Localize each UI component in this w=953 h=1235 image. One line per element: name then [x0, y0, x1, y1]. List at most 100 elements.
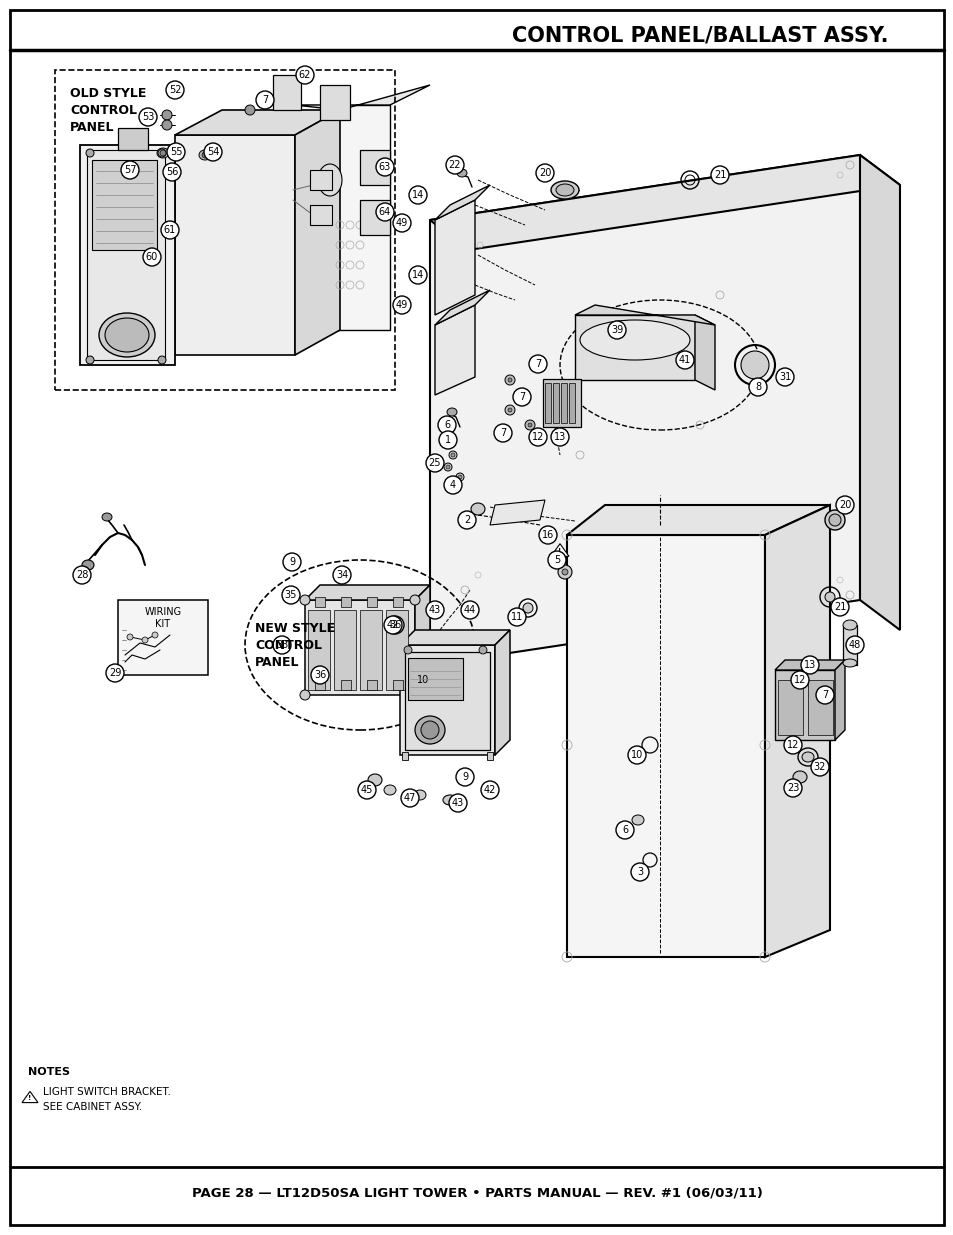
- Text: 49: 49: [395, 219, 408, 228]
- Circle shape: [375, 158, 394, 177]
- Bar: [386, 610, 408, 690]
- Circle shape: [426, 601, 443, 619]
- Ellipse shape: [456, 169, 467, 177]
- Polygon shape: [294, 105, 390, 330]
- Text: 23: 23: [786, 783, 799, 793]
- Text: 49: 49: [395, 300, 408, 310]
- Circle shape: [801, 656, 818, 674]
- Circle shape: [616, 821, 634, 839]
- Text: LIGHT SWITCH BRACKET.: LIGHT SWITCH BRACKET.: [43, 1087, 171, 1097]
- Polygon shape: [435, 200, 475, 315]
- Text: 11: 11: [511, 613, 522, 622]
- Text: 14: 14: [412, 190, 424, 200]
- Circle shape: [204, 143, 222, 161]
- Polygon shape: [399, 645, 495, 755]
- Text: 21: 21: [713, 170, 725, 180]
- Ellipse shape: [368, 774, 381, 785]
- Text: 35: 35: [285, 590, 297, 600]
- Polygon shape: [575, 315, 695, 380]
- Bar: [393, 680, 402, 690]
- Text: 60: 60: [146, 252, 158, 262]
- Bar: [310, 205, 332, 225]
- Ellipse shape: [558, 564, 572, 579]
- Ellipse shape: [415, 716, 444, 743]
- Ellipse shape: [317, 164, 341, 196]
- Circle shape: [480, 781, 498, 799]
- Ellipse shape: [842, 659, 856, 667]
- Text: 12: 12: [786, 740, 799, 750]
- Ellipse shape: [384, 785, 395, 795]
- Circle shape: [400, 789, 418, 806]
- Text: 12: 12: [531, 432, 543, 442]
- Ellipse shape: [202, 152, 208, 158]
- Circle shape: [73, 566, 91, 584]
- Circle shape: [627, 746, 645, 764]
- Circle shape: [775, 368, 793, 387]
- Circle shape: [507, 608, 525, 626]
- Text: 45: 45: [360, 785, 373, 795]
- Polygon shape: [575, 305, 714, 325]
- Circle shape: [607, 321, 625, 338]
- Text: 5: 5: [554, 555, 559, 564]
- Text: 39: 39: [610, 325, 622, 335]
- Polygon shape: [305, 600, 415, 695]
- Text: 43: 43: [452, 798, 464, 808]
- Circle shape: [437, 416, 456, 433]
- Bar: [308, 610, 330, 690]
- Bar: [367, 597, 376, 606]
- Ellipse shape: [842, 620, 856, 630]
- Circle shape: [783, 736, 801, 755]
- Text: 52: 52: [169, 85, 181, 95]
- Text: 9: 9: [461, 772, 468, 782]
- Bar: [842, 625, 856, 664]
- Text: 42: 42: [386, 620, 398, 630]
- Bar: [340, 680, 351, 690]
- Ellipse shape: [299, 690, 310, 700]
- Text: 34: 34: [335, 571, 348, 580]
- Text: 56: 56: [166, 167, 178, 177]
- Polygon shape: [566, 535, 764, 957]
- Ellipse shape: [152, 632, 158, 638]
- Ellipse shape: [824, 592, 834, 601]
- Circle shape: [494, 424, 512, 442]
- Text: 7: 7: [499, 429, 506, 438]
- Bar: [91, 161, 157, 249]
- Bar: [560, 383, 566, 424]
- Circle shape: [830, 598, 848, 616]
- Bar: [401, 752, 408, 760]
- Text: 12: 12: [793, 676, 805, 685]
- Ellipse shape: [551, 182, 578, 199]
- Circle shape: [384, 616, 401, 634]
- Text: 28: 28: [75, 571, 88, 580]
- Text: CONTROL PANEL/BALLAST ASSY.: CONTROL PANEL/BALLAST ASSY.: [511, 25, 887, 44]
- Circle shape: [161, 221, 179, 240]
- Text: 10: 10: [416, 676, 429, 685]
- Ellipse shape: [457, 475, 461, 479]
- Polygon shape: [566, 505, 829, 535]
- Text: 41: 41: [679, 354, 690, 366]
- Circle shape: [710, 165, 728, 184]
- Circle shape: [295, 65, 314, 84]
- Polygon shape: [430, 156, 899, 249]
- Ellipse shape: [158, 149, 166, 157]
- Text: 10: 10: [630, 750, 642, 760]
- Circle shape: [106, 664, 124, 682]
- Polygon shape: [859, 156, 899, 630]
- Text: 47: 47: [403, 793, 416, 803]
- Ellipse shape: [740, 351, 768, 379]
- Circle shape: [529, 429, 546, 446]
- Circle shape: [790, 671, 808, 689]
- Text: 3: 3: [637, 867, 642, 877]
- Ellipse shape: [105, 317, 149, 352]
- Ellipse shape: [447, 408, 456, 416]
- Ellipse shape: [451, 453, 455, 457]
- Circle shape: [166, 82, 184, 99]
- Bar: [568, 383, 575, 424]
- Bar: [359, 200, 390, 235]
- Circle shape: [449, 794, 467, 811]
- Polygon shape: [174, 110, 339, 135]
- Text: 13: 13: [554, 432, 565, 442]
- Circle shape: [139, 107, 157, 126]
- Circle shape: [547, 551, 565, 569]
- Circle shape: [529, 354, 546, 373]
